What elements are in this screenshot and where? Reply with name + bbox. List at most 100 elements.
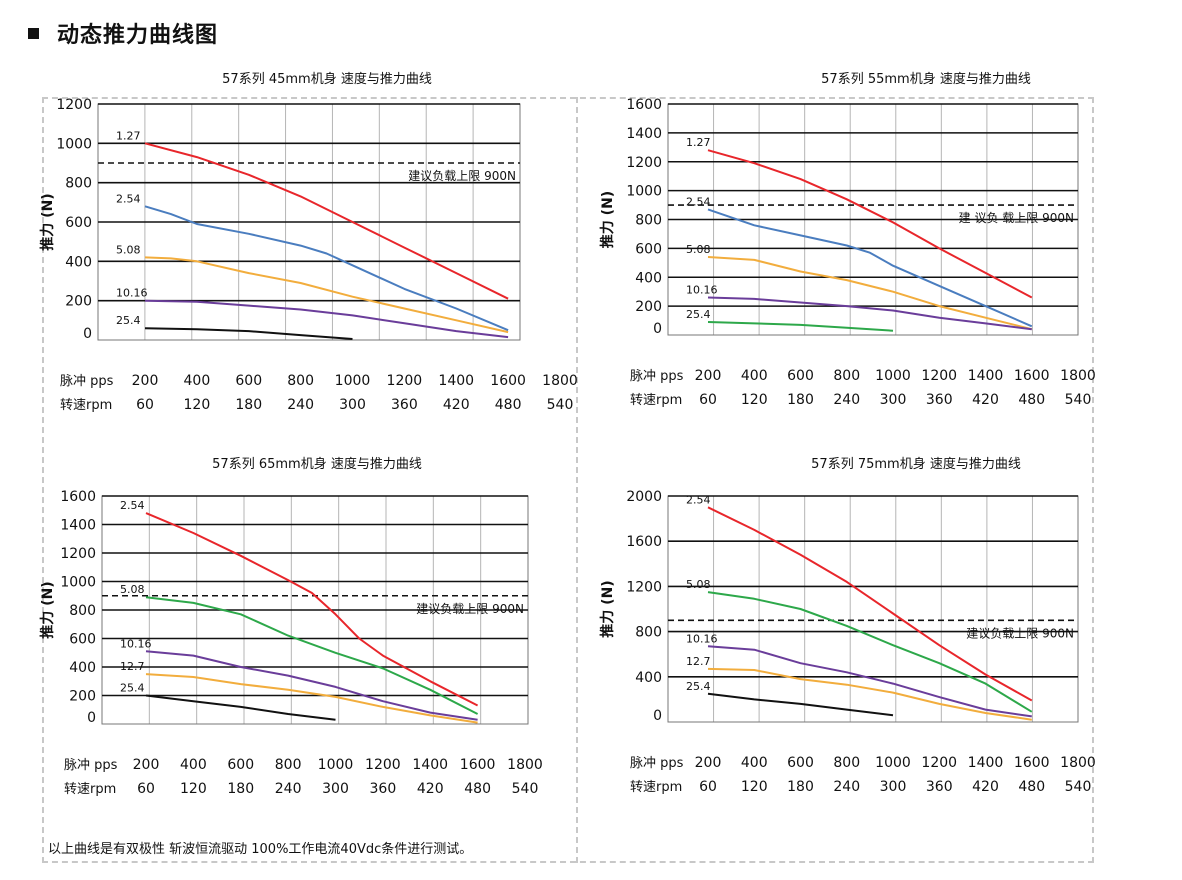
x-tick-rpm: 420 [972, 779, 999, 795]
x-tick-pps: 400 [741, 368, 768, 384]
y-axis-label: 推力 (N) [39, 193, 56, 250]
y-tick-label: 400 [65, 254, 92, 270]
series-label: 12.7 [120, 660, 145, 673]
x-tick-rpm: 120 [180, 781, 207, 797]
load-limit-label: 建议负载上限 900N [966, 626, 1074, 640]
x-tick-pps: 1000 [875, 755, 911, 771]
x-tick-rpm: 480 [464, 781, 491, 797]
series-label: 10.16 [120, 637, 152, 650]
chart-title: 57系列 65mm机身 速度与推力曲线 [212, 456, 422, 472]
series-line [145, 596, 479, 715]
y-tick-label: 200 [635, 299, 662, 315]
x-tick-rpm: 180 [235, 397, 262, 413]
x-tick-rpm: 420 [443, 397, 470, 413]
series-line [145, 512, 479, 707]
x-tick-rpm: 240 [287, 397, 314, 413]
series-line [707, 208, 1033, 328]
x-tick-pps: 1200 [365, 757, 401, 773]
x-tick-rpm: 480 [1018, 392, 1045, 408]
x-tick-pps: 600 [787, 755, 814, 771]
x-tick-rpm: 60 [136, 397, 154, 413]
series-label: 1.27 [116, 129, 141, 142]
y-tick-label: 1200 [626, 579, 662, 595]
chart-title: 57系列 75mm机身 速度与推力曲线 [811, 456, 1021, 472]
x-pps-axis-label: 脉冲 pps [60, 374, 114, 389]
y-tick-label: 1600 [626, 534, 662, 550]
series-label: 25.4 [686, 308, 711, 321]
x-rpm-axis-label: 转速rpm [60, 398, 112, 413]
x-tick-pps: 1400 [968, 368, 1004, 384]
page-header: 动态推力曲线图 [28, 18, 218, 48]
x-tick-pps: 1400 [412, 757, 448, 773]
x-tick-pps: 1800 [1060, 755, 1096, 771]
chart-75mm: 57系列 75mm机身 速度与推力曲线 0 400 800 1200 1600 2000 推力… [599, 456, 1096, 795]
series-line [707, 296, 1032, 331]
x-pps-axis-label: 脉冲 pps [630, 756, 684, 771]
plot-border [667, 495, 1079, 723]
x-tick-pps: 1000 [335, 373, 371, 389]
series-line [144, 256, 509, 334]
x-tick-pps: 200 [695, 368, 722, 384]
x-tick-pps: 200 [133, 757, 160, 773]
x-rpm-axis-label: 转速rpm [630, 780, 682, 795]
y-tick-label: 200 [69, 689, 96, 705]
series-line [144, 299, 509, 339]
x-tick-rpm: 300 [880, 779, 907, 795]
x-tick-pps: 1200 [921, 755, 957, 771]
series-label: 5.08 [120, 583, 145, 596]
x-tick-pps: 1400 [438, 373, 474, 389]
y-tick-label: 600 [635, 241, 662, 257]
y-tick-label: 400 [69, 660, 96, 676]
charts-frame [42, 97, 1094, 863]
x-tick-pps: 400 [180, 757, 207, 773]
x-tick-rpm: 300 [339, 397, 366, 413]
x-tick-rpm: 120 [741, 779, 768, 795]
y-tick-label: 1000 [60, 575, 96, 591]
series-label: 5.08 [116, 243, 141, 256]
x-rpm-axis-label: 转速rpm [630, 393, 682, 408]
x-tick-pps: 200 [132, 373, 159, 389]
x-tick-rpm: 60 [137, 781, 155, 797]
series-line [145, 673, 478, 724]
series-line [707, 149, 1033, 299]
x-tick-rpm: 420 [417, 781, 444, 797]
series-line [707, 645, 1032, 718]
x-tick-pps: 1200 [921, 368, 957, 384]
x-tick-pps: 1600 [460, 757, 496, 773]
frame-divider [576, 97, 578, 863]
y-tick-label: 800 [69, 603, 96, 619]
x-tick-pps: 800 [287, 373, 314, 389]
x-tick-rpm: 540 [547, 397, 574, 413]
series-label: 5.08 [686, 578, 711, 591]
series-label: 5.08 [686, 243, 711, 256]
x-tick-pps: 1000 [875, 368, 911, 384]
x-tick-pps: 1800 [507, 757, 543, 773]
x-tick-rpm: 360 [926, 392, 953, 408]
series-line [145, 694, 336, 721]
series-label: 25.4 [686, 680, 711, 693]
y-tick-label: 0 [653, 708, 662, 724]
series-label: 12.7 [686, 655, 711, 668]
x-tick-pps: 800 [833, 368, 860, 384]
series-line [707, 506, 1033, 702]
x-tick-rpm: 120 [184, 397, 211, 413]
series-line [144, 327, 353, 340]
test-condition-note: 以上曲线是有双极性 斩波恒流驱动 100%工作电流40Vdc条件进行测试。 [48, 842, 473, 857]
series-label: 2.54 [120, 499, 145, 512]
series-label: 2.54 [686, 195, 711, 208]
series-line [707, 321, 894, 332]
series-label: 2.54 [686, 493, 711, 506]
x-tick-pps: 1200 [387, 373, 423, 389]
x-tick-rpm: 360 [370, 781, 397, 797]
y-tick-label: 600 [69, 632, 96, 648]
x-tick-rpm: 240 [833, 392, 860, 408]
y-tick-label: 1600 [60, 489, 96, 505]
x-tick-pps: 1600 [1014, 755, 1050, 771]
x-tick-rpm: 240 [275, 781, 302, 797]
load-limit-label: 建议负载上限 900N [408, 169, 516, 183]
x-rpm-axis-label: 转速rpm [64, 782, 116, 797]
series-label: 2.54 [116, 192, 141, 205]
x-tick-pps: 800 [275, 757, 302, 773]
chart-title: 57系列 55mm机身 速度与推力曲线 [821, 71, 1031, 87]
y-axis-label: 推力 (N) [599, 580, 616, 637]
